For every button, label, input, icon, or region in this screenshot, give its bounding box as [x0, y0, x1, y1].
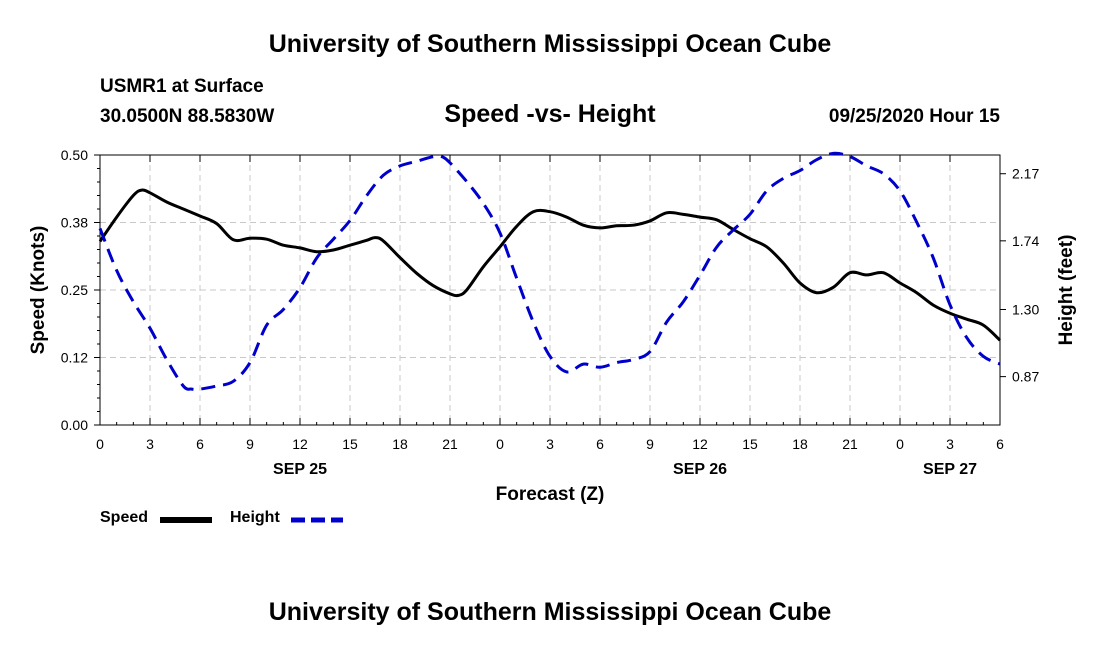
x-tick-label: 6: [596, 436, 604, 452]
station-coordinates: 30.0500N 88.5830W: [100, 106, 275, 127]
chart-title-bottom: University of Southern Mississippi Ocean…: [268, 598, 832, 626]
x-tick-label: 12: [292, 436, 308, 452]
x-tick-label: 0: [896, 436, 904, 452]
y-left-tick-label: 0.38: [61, 215, 88, 231]
y-right-tick-label: 2.17: [1012, 166, 1039, 182]
y-left-tick-label: 0.12: [61, 350, 88, 366]
x-tick-label: 9: [646, 436, 654, 452]
y-right-axis-label: Height (feet): [1056, 235, 1077, 346]
x-tick-label: 0: [496, 436, 504, 452]
y-left-tick-label: 0.00: [61, 417, 88, 433]
y-right-tick-label: 1.74: [1012, 233, 1039, 249]
forecast-datetime: 09/25/2020 Hour 15: [828, 106, 1000, 127]
x-tick-label: 6: [196, 436, 204, 452]
x-tick-label: 0: [96, 436, 104, 452]
x-tick-label: 18: [392, 436, 408, 452]
y-right-tick-label: 1.30: [1012, 302, 1039, 318]
x-axis-label: Forecast (Z): [496, 484, 605, 505]
y-left-axis-label: Speed (Knots): [28, 226, 49, 355]
legend-speed-label: Speed: [100, 509, 149, 526]
x-tick-label: 21: [842, 436, 858, 452]
y-left-tick-label: 0.50: [61, 147, 88, 163]
x-tick-label: 6: [996, 436, 1004, 452]
x-tick-label: 18: [792, 436, 808, 452]
x-tick-label: 12: [692, 436, 708, 452]
x-tick-label: 15: [342, 436, 358, 452]
x-tick-label: 3: [146, 436, 154, 452]
x-tick-label: 15: [742, 436, 758, 452]
x-tick-label: 3: [946, 436, 954, 452]
chart-title-top: University of Southern Mississippi Ocean…: [268, 30, 832, 58]
x-date-label: SEP 27: [923, 461, 977, 478]
y-right-tick-label: 0.87: [1012, 369, 1039, 385]
x-date-label: SEP 25: [273, 461, 327, 478]
chart-subtitle: Speed -vs- Height: [444, 100, 656, 128]
x-tick-label: 21: [442, 436, 458, 452]
x-date-label: SEP 26: [673, 461, 727, 478]
y-left-tick-label: 0.25: [61, 282, 88, 298]
series-line-speed: [98, 188, 1002, 342]
legend-height-label: Height: [230, 509, 280, 526]
x-tick-label: 3: [546, 436, 554, 452]
x-tick-label: 9: [246, 436, 254, 452]
station-label: USMR1 at Surface: [100, 76, 264, 97]
